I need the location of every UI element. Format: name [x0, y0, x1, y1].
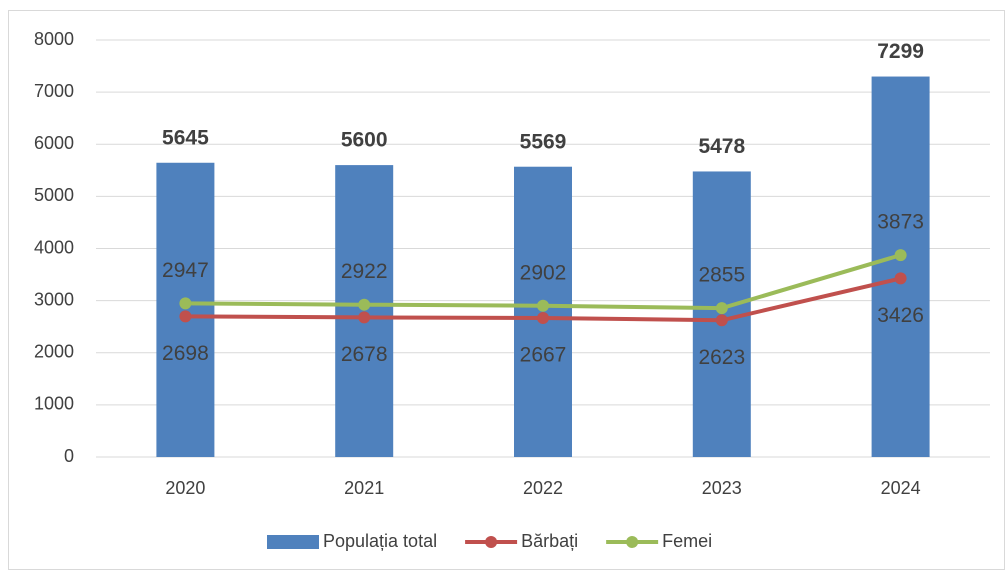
line-point [715, 314, 728, 327]
x-tick-label: 2023 [702, 478, 742, 498]
y-tick-label: 1000 [34, 394, 74, 414]
line-value-label: 2623 [698, 346, 745, 369]
bar-value-label: 5600 [341, 129, 388, 152]
y-tick-label: 3000 [34, 289, 74, 309]
bar [156, 162, 215, 457]
y-tick-label: 0 [64, 446, 74, 466]
bar-value-label: 5569 [520, 130, 567, 153]
line-point [179, 310, 192, 323]
line-value-label: 2698 [162, 342, 209, 365]
line-point [358, 311, 371, 324]
line-value-label: 2855 [698, 264, 745, 287]
y-tick-label: 4000 [34, 237, 74, 257]
line-value-label: 2947 [162, 259, 209, 282]
line-value-label: 2922 [341, 260, 388, 283]
line-value-label: 2678 [341, 343, 388, 366]
line-point [894, 272, 907, 285]
bar [514, 166, 572, 457]
legend-marker [626, 536, 639, 548]
y-tick-label: 7000 [34, 81, 74, 101]
bar [871, 76, 930, 458]
x-tick-label: 2021 [344, 478, 384, 498]
line-value-label: 2667 [520, 344, 567, 367]
bar-value-label: 5478 [698, 135, 745, 158]
bar [335, 165, 394, 457]
legend-label: Populația total [323, 531, 437, 551]
x-tick-label: 2020 [165, 478, 205, 498]
line-point [537, 311, 549, 324]
y-tick-label: 6000 [34, 133, 74, 153]
line-point [358, 298, 371, 311]
legend-swatch [267, 535, 319, 549]
line-point [179, 297, 192, 310]
x-tick-label: 2022 [523, 478, 563, 498]
bar-value-label: 5645 [162, 126, 209, 149]
line-value-label: 3873 [877, 211, 924, 234]
line-point [715, 302, 728, 315]
legend-label: Femei [662, 531, 712, 551]
line-value-label: 2902 [520, 261, 567, 284]
line-value-label: 3426 [877, 304, 924, 327]
line-point [537, 299, 549, 312]
y-tick-label: 5000 [34, 185, 74, 205]
line-point [894, 249, 907, 262]
chart-frame [8, 10, 1005, 570]
y-tick-label: 2000 [34, 342, 74, 362]
bar-value-label: 7299 [877, 40, 924, 63]
y-tick-label: 8000 [34, 29, 74, 49]
legend-label: Bărbați [521, 531, 578, 551]
legend-marker [485, 536, 498, 548]
x-tick-label: 2024 [881, 478, 921, 498]
